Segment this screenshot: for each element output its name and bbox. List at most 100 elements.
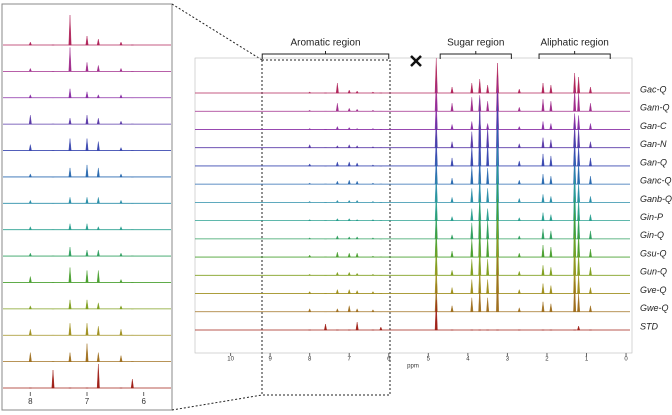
peak [450,197,454,203]
peak [517,307,521,312]
inset-peak [96,250,100,257]
inset-peak [119,120,123,125]
peak [470,121,474,130]
peak [335,288,339,294]
peak [470,131,474,148]
peak [573,281,577,312]
peak [517,88,521,94]
peak [371,128,375,130]
inset-peak [96,363,100,389]
water-cross [410,55,422,67]
x-tick-label: 4 [466,357,470,363]
peak [589,287,592,294]
peak [371,274,375,276]
peak [549,155,553,167]
peak [379,326,383,331]
peak [355,180,359,185]
peak [347,199,351,203]
inset-peak [68,197,72,204]
zoom-box [261,59,391,396]
inset-peak [96,270,100,283]
inset-peak [119,355,123,362]
inset-peak [85,115,89,125]
inset-peak [96,141,100,151]
peak [371,91,375,94]
inset-peak [28,252,32,257]
peak [307,237,312,240]
peak [541,174,545,185]
inset-peak [68,167,72,178]
peak [486,279,490,294]
peak [486,168,490,185]
inset-peak [85,323,89,336]
peak [541,194,545,203]
peak [335,125,339,130]
peak [450,287,454,294]
inset-peak [85,343,89,362]
peak [541,245,545,258]
inset-peak [28,41,32,46]
inset-peak [85,197,89,204]
peak [517,217,521,221]
peak [486,208,490,221]
peak [450,141,454,148]
peak [589,141,592,148]
inset-peak [51,369,55,389]
series-label: Gan-Q [640,157,667,167]
peak [324,323,327,331]
peak [335,103,339,112]
peak [470,208,474,221]
peak [371,219,375,221]
peak [541,99,545,112]
series-label: Gac-Q [640,84,667,94]
peak [371,182,375,185]
peak [589,267,592,276]
peak [549,139,553,148]
peak [355,236,359,240]
inset-peak [28,94,32,98]
inset-peak [28,144,32,151]
peak [577,93,581,112]
series-label: Ganc-Q [640,176,672,186]
peak [541,265,545,276]
peak [308,254,312,258]
inset-peak [96,352,100,362]
inset-peak [130,378,134,389]
peak [307,91,312,94]
peak [355,162,359,167]
peak [517,197,521,203]
peak [573,89,577,112]
peak [589,176,592,185]
peak [450,234,454,240]
inset-peak [28,67,32,72]
peak [335,82,339,94]
peak [549,230,553,240]
peak [549,123,553,130]
peak [355,272,359,276]
series-label: Gin-P [640,212,663,222]
peak [549,84,553,94]
x-tick-label: 0 [624,357,628,363]
inset-peak [119,305,123,310]
series-label: Gun-Q [640,267,667,277]
inset-peak [96,38,100,46]
inset-peak [68,267,72,283]
inset-peak [28,329,32,336]
peak [470,297,474,312]
peak [549,196,553,203]
series-label: Gve-Q [640,285,667,295]
peak [450,305,454,312]
peak [589,230,592,240]
peak [450,124,454,130]
peak [371,291,375,294]
inset-tick-label: 8 [28,397,33,406]
series-label: Gam-Q [640,103,670,113]
peak [549,101,553,112]
inset-peak [85,164,89,178]
x-axis-label: ppm [407,364,419,370]
inset-peak [68,138,72,151]
x-tick-label: 1 [585,357,589,363]
peak [335,252,339,258]
series-label: Gin-Q [640,230,664,240]
